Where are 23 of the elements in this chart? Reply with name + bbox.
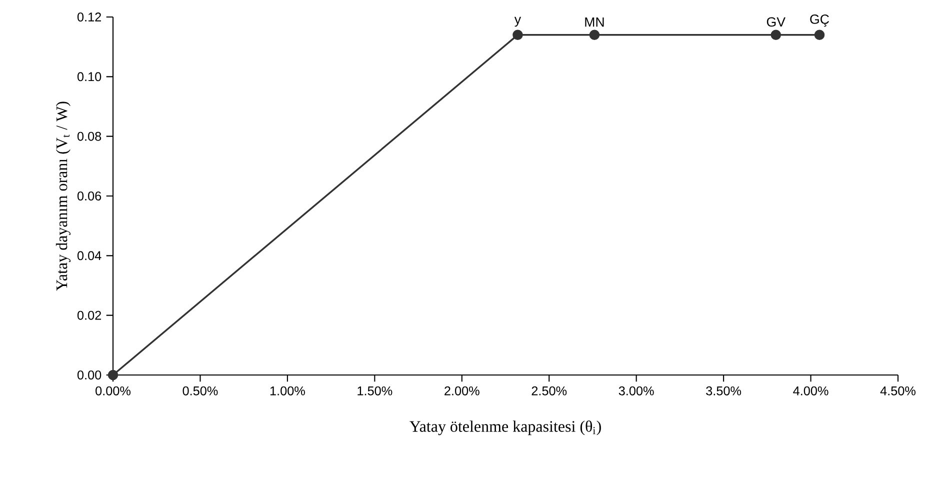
annotation: MN <box>585 17 604 27</box>
y-tick-label: 0.06 <box>77 192 102 200</box>
y-tick-label: 0.08 <box>77 132 102 141</box>
x-tick-label: 4.50% <box>880 386 916 396</box>
y-tick-label: 0.12 <box>77 12 102 22</box>
x-tick-label: 2.00% <box>444 386 480 396</box>
x-tick-label: 1.50% <box>358 386 392 396</box>
annotation: GV <box>766 17 786 27</box>
x-tick-label: 0.00% <box>96 386 131 396</box>
x-tick-label: 3.50% <box>706 386 742 396</box>
y-tick-label: 0.02 <box>77 310 102 320</box>
x-tick-label: 3.00% <box>618 386 654 396</box>
annotation: GÇ <box>810 14 829 27</box>
y-axis-title: Yatay dayanım oranı (V$_{t}$ / W) <box>56 102 70 291</box>
y-tick-label: 0.00 <box>77 370 102 380</box>
x-tick-label: 2.50% <box>532 386 567 396</box>
y-tick-label: 0.04 <box>77 251 102 260</box>
y-tick-label: 0.10 <box>77 72 102 82</box>
x-axis-title: Yatay ötelenme kapasitesi (θ$_{i}$) <box>410 420 601 436</box>
x-tick-label: 1.00% <box>270 386 305 396</box>
x-tick-label: 4.00% <box>793 386 828 396</box>
x-tick-label: 0.50% <box>182 386 218 396</box>
annotation: y <box>514 16 522 27</box>
